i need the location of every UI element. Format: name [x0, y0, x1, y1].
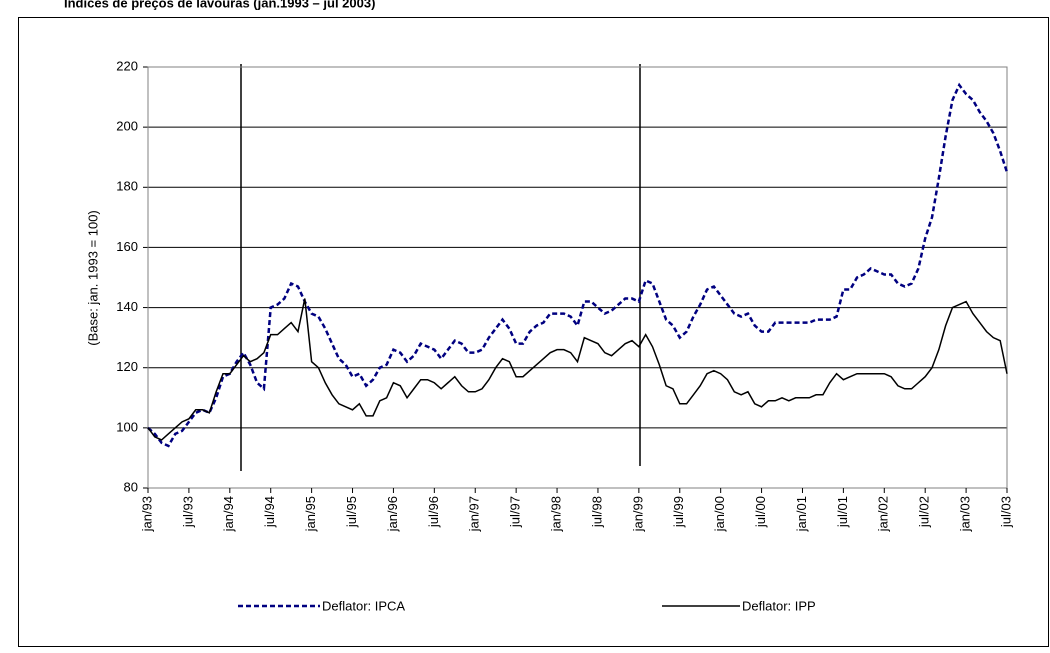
y-tick-label: 160 [116, 239, 138, 254]
x-tick-label: jan/99 [630, 496, 645, 532]
x-tick-label: jan/95 [303, 496, 318, 532]
data-line [147, 82, 1009, 448]
x-tick-label: jan/94 [221, 496, 236, 532]
x-tick-label: jan/96 [385, 496, 400, 532]
y-tick-label: 140 [116, 299, 138, 314]
x-tick-label: jul/02 [917, 496, 932, 528]
x-tick-label: jul/03 [998, 496, 1013, 528]
x-tick-label: jul/01 [835, 496, 850, 528]
y-tick-label: 80 [124, 479, 138, 494]
x-tick-label: jan/93 [139, 496, 154, 532]
y-axis-label: (Base: jan. 1993 = 100) [85, 210, 100, 346]
x-tick-label: jan/97 [467, 496, 482, 532]
x-tick-label: jul/00 [753, 496, 768, 528]
x-tick-label: jul/93 [180, 496, 195, 528]
plot-border [147, 66, 1008, 489]
frame [18, 17, 1049, 647]
x-tick-label: jan/98 [548, 496, 563, 532]
x-tick-label: jul/94 [262, 496, 277, 528]
x-tick-label: jan/01 [794, 496, 809, 532]
x-tick-label: jul/96 [426, 496, 441, 528]
y-tick-label: 100 [116, 419, 138, 434]
legend-label: Deflator: IPCA [322, 598, 405, 613]
chart-title: Índices de preços de lavouras (jan.1993 … [64, 0, 375, 10]
data-line [147, 298, 1008, 441]
x-tick-label: jan/02 [876, 496, 891, 532]
y-tick-label: 200 [116, 119, 138, 134]
y-tick-label: 120 [116, 359, 138, 374]
y-tick-label: 180 [116, 179, 138, 194]
x-tick-label: jul/95 [344, 496, 359, 528]
legend-label: Deflator: IPP [742, 598, 816, 613]
x-tick-label: jul/98 [589, 496, 604, 528]
y-tick-label: 220 [116, 58, 138, 73]
x-tick-label: jul/97 [508, 496, 523, 528]
x-tick-label: jan/03 [958, 496, 973, 532]
x-tick-label: jul/99 [671, 496, 686, 528]
x-tick-label: jan/00 [712, 496, 727, 532]
